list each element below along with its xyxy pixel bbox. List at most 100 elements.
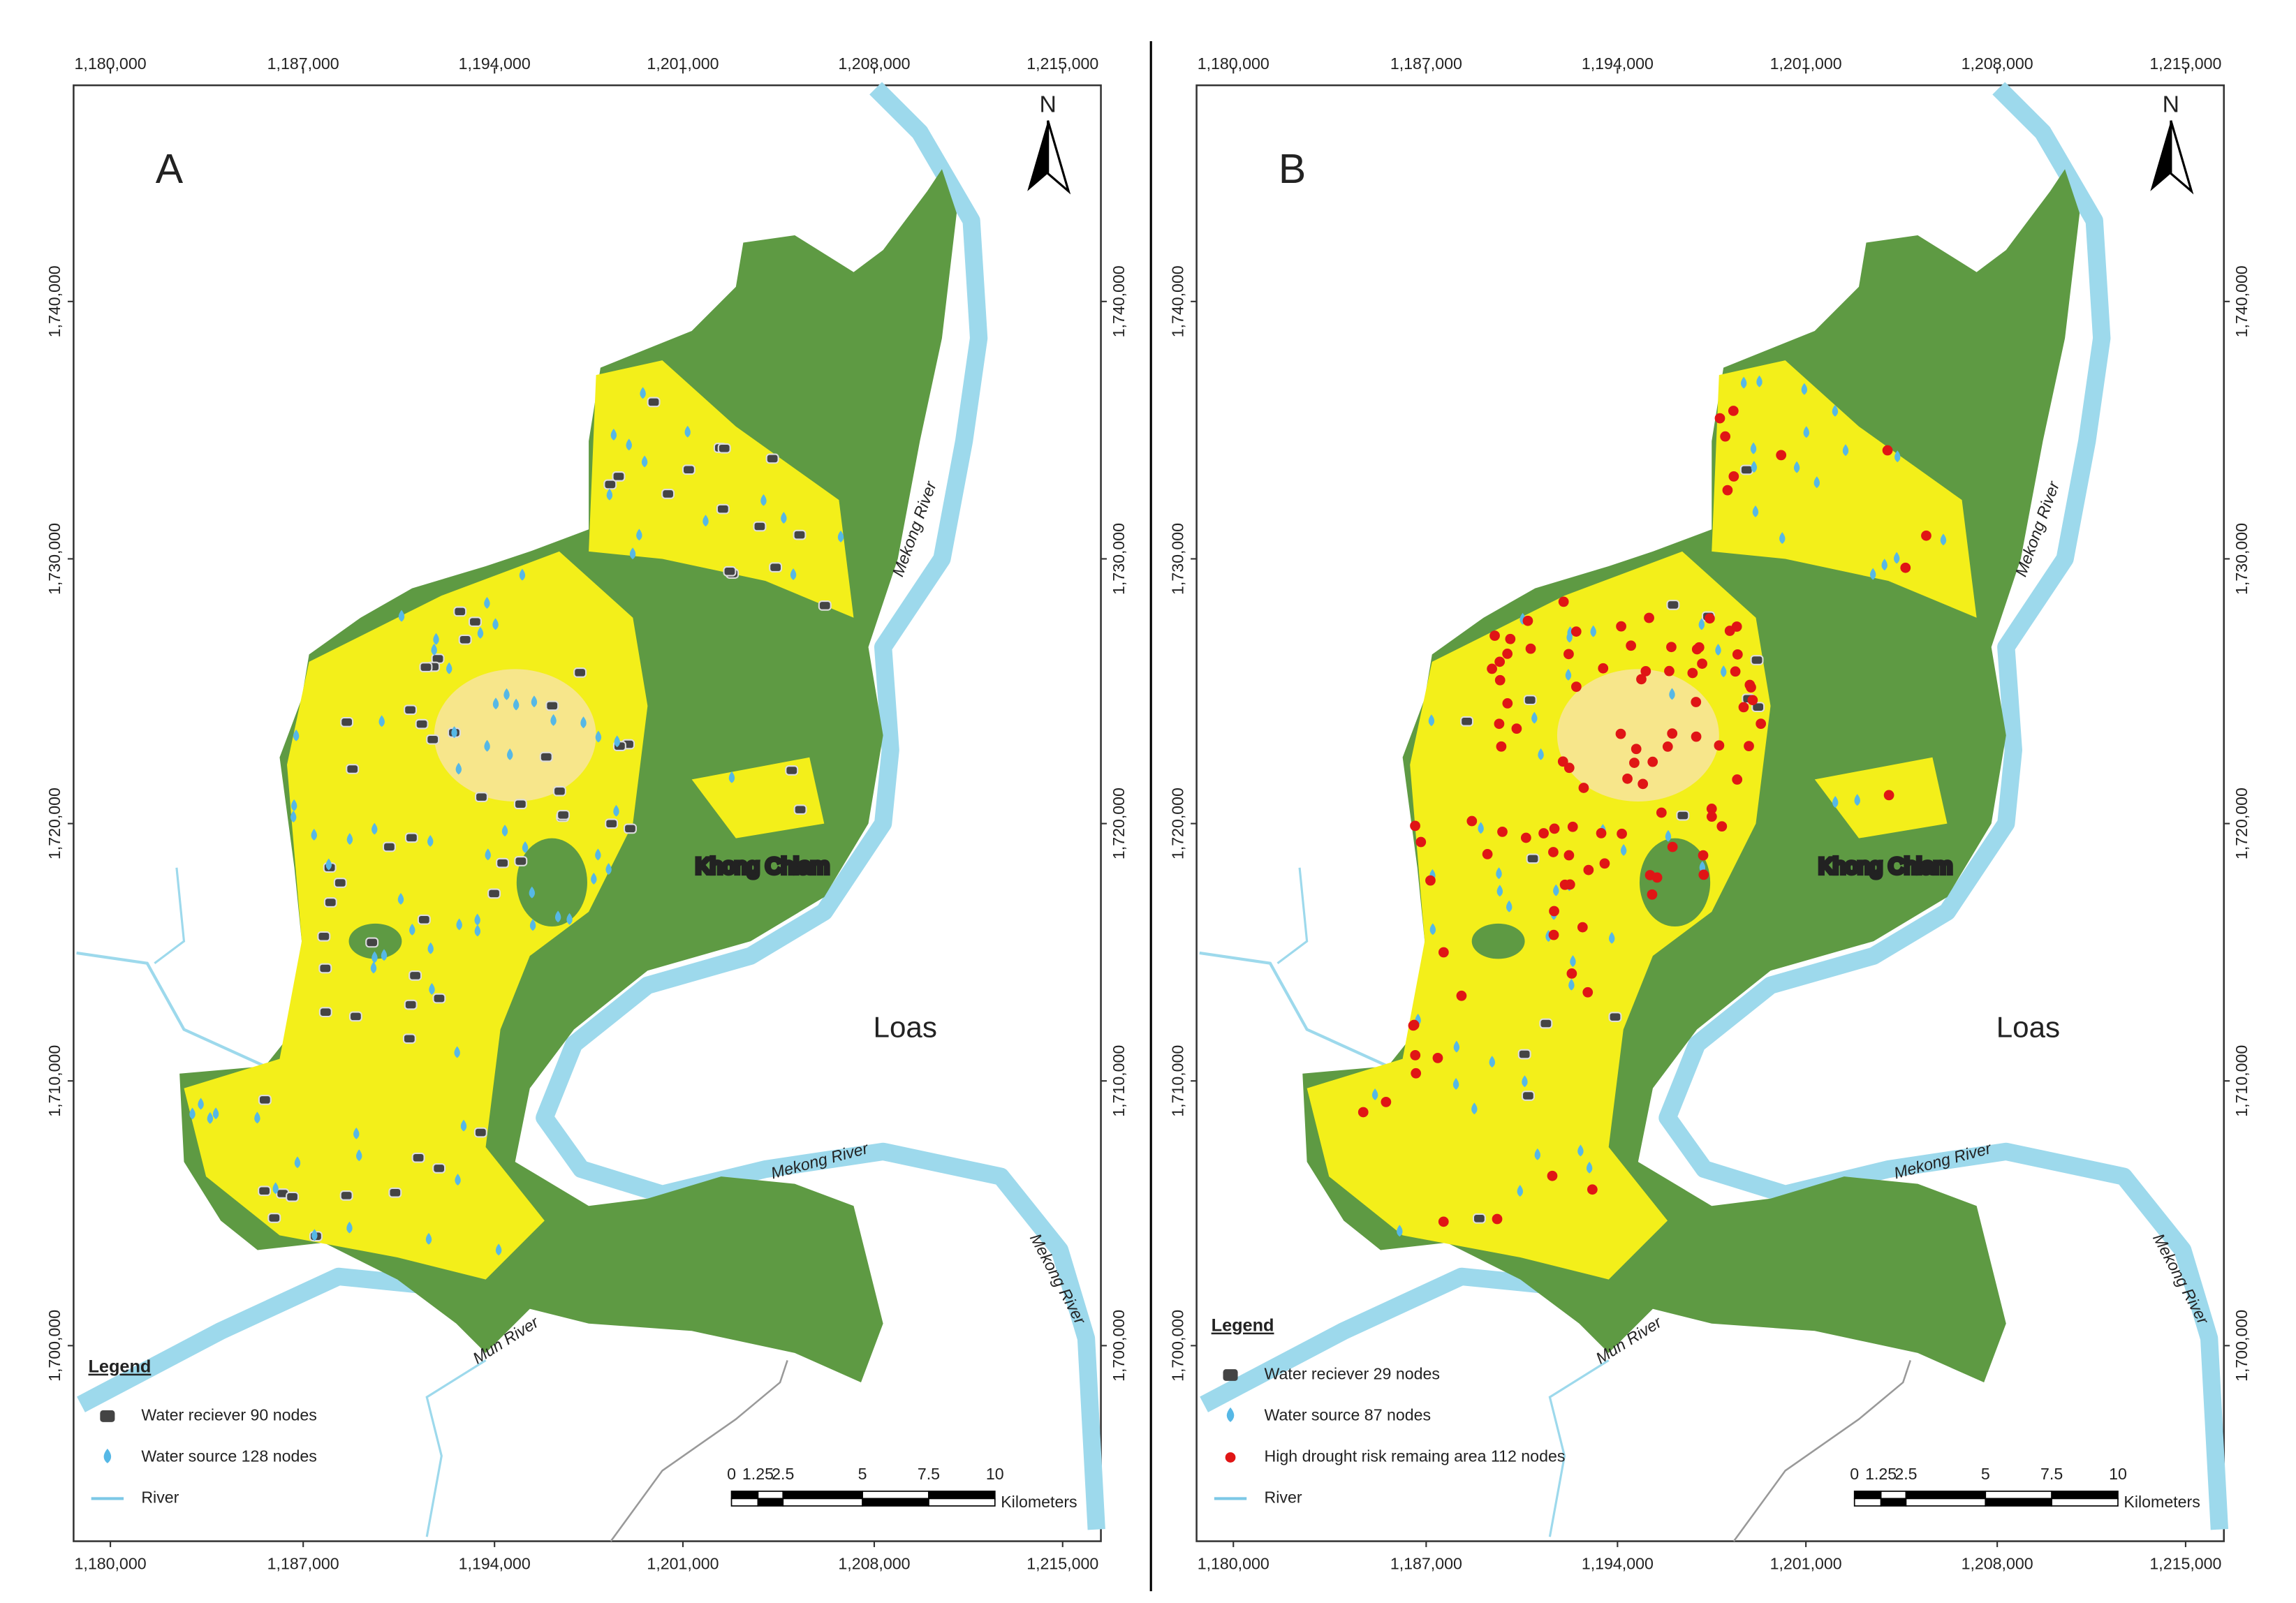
drought-risk-dot — [1644, 870, 1656, 880]
water-source-icon — [513, 698, 520, 711]
drought-risk-dot — [1732, 649, 1743, 660]
water-source-icon — [636, 529, 642, 541]
drought-risk-dot — [1487, 663, 1497, 674]
water-source-icon — [522, 841, 529, 853]
water-source-icon — [1881, 559, 1887, 571]
scale-unit: Kilometers — [1001, 1493, 1077, 1511]
water-receiver-icon — [612, 471, 626, 482]
drought-risk-dot — [1415, 836, 1427, 848]
water-receiver-icon — [419, 662, 433, 672]
stream — [76, 951, 266, 1068]
water-receiver-icon — [1539, 1018, 1553, 1029]
water-source-icon — [1832, 404, 1839, 417]
water-receiver-icon — [468, 616, 482, 628]
stream — [1199, 951, 1389, 1068]
water-receiver-icon — [513, 799, 527, 810]
y-tick-label: 1,700,000 — [2232, 1310, 2251, 1382]
drought-risk-dot — [1496, 741, 1507, 752]
water-source-icon — [378, 715, 385, 727]
drought-risk-dot — [1693, 642, 1705, 653]
water-receiver-icon — [557, 809, 571, 820]
water-source-icon — [529, 886, 535, 899]
water-source-icon — [614, 735, 620, 748]
drought-risk-dot — [1456, 990, 1467, 1001]
water-receiver-icon — [514, 856, 528, 866]
water-source-icon — [837, 530, 844, 542]
water-receiver-icon — [1750, 655, 1764, 665]
drought-risk-dot — [1732, 774, 1743, 785]
map-panel: 1,180,000 1,180,000 1,187,000 1,187,000 1,19… — [1168, 54, 2251, 1573]
scale-segment — [1905, 1491, 1987, 1500]
water-source-icon — [550, 714, 557, 726]
water-source-icon — [1756, 375, 1763, 387]
north-arrow — [2150, 120, 2171, 191]
scale-label: 5 — [858, 1465, 867, 1483]
water-source-icon — [485, 848, 491, 861]
drought-risk-dot — [1664, 665, 1675, 677]
water-source-icon — [626, 438, 632, 451]
legend-title: Legend — [88, 1357, 151, 1377]
drought-risk-dot — [1883, 790, 1894, 801]
drought-risk-dot — [1622, 773, 1633, 784]
water-source-icon — [1608, 931, 1615, 944]
water-source-icon — [503, 688, 510, 700]
drought-risk-dot — [1570, 681, 1582, 693]
water-receiver-icon — [661, 489, 675, 499]
water-source-icon — [425, 1232, 432, 1245]
drought-risk-dot — [1629, 758, 1640, 768]
drought-risk-dot — [1557, 756, 1568, 767]
water-source-icon — [1665, 829, 1672, 842]
water-source-icon — [212, 1107, 219, 1120]
water-source-icon — [495, 1243, 502, 1256]
water-source-icon — [1496, 867, 1502, 880]
forest-patch — [516, 838, 587, 927]
water-source-icon — [507, 748, 513, 760]
legend-item: Water source 87 nodes — [1265, 1406, 1432, 1424]
drought-risk-dot — [1489, 630, 1500, 641]
water-receiver-icon — [404, 704, 418, 716]
x-tick-label: 1,194,000 — [1582, 1554, 1654, 1572]
water-source-icon — [1813, 476, 1820, 489]
place-label: Khong Chiam — [696, 853, 829, 878]
drought-risk-dot — [1687, 667, 1698, 679]
water-receiver-icon — [603, 479, 617, 490]
drought-risk-dot — [1563, 850, 1575, 861]
map-panel: 1,180,000 1,180,000 1,187,000 1,187,000 1,19… — [45, 54, 1128, 1573]
drought-risk-dot — [1410, 1050, 1421, 1061]
drought-risk-dot — [1900, 562, 1911, 573]
drought-risk-dot — [1505, 633, 1516, 644]
legend-receiver — [1223, 1369, 1238, 1381]
water-source-icon — [728, 771, 735, 783]
water-source-icon — [640, 387, 646, 399]
drought-risk-dot — [1640, 666, 1651, 677]
water-receiver-icon — [545, 700, 559, 711]
drought-risk-dot — [1720, 431, 1731, 442]
water-source-icon — [606, 488, 613, 501]
water-source-icon — [1801, 383, 1808, 395]
water-receiver-icon — [339, 1190, 353, 1201]
legend-receiver — [100, 1410, 115, 1422]
panel-label: A — [156, 146, 184, 192]
water-receiver-icon — [793, 529, 807, 540]
stream — [425, 1359, 487, 1537]
water-source-icon — [325, 858, 332, 871]
water-receiver-icon — [340, 716, 354, 727]
water-source-icon — [474, 924, 481, 937]
water-source-icon — [492, 618, 499, 630]
water-receiver-icon — [1739, 464, 1753, 475]
water-receiver-icon — [1472, 1213, 1486, 1224]
water-source-icon — [427, 835, 434, 847]
water-source-icon — [529, 919, 536, 931]
drought-risk-dot — [1563, 649, 1574, 660]
water-receiver-icon — [258, 1095, 272, 1105]
water-source-icon — [293, 729, 300, 741]
drought-risk-dot — [1626, 640, 1637, 651]
water-receiver-icon — [605, 818, 619, 829]
farmland — [1712, 360, 1977, 618]
y-tick-label: 1,700,000 — [1168, 1310, 1186, 1382]
water-receiver-icon — [1523, 695, 1537, 706]
water-source-icon — [1893, 552, 1900, 564]
water-source-icon — [455, 1174, 461, 1185]
water-receiver-icon — [1460, 716, 1474, 727]
water-source-icon — [346, 833, 353, 845]
